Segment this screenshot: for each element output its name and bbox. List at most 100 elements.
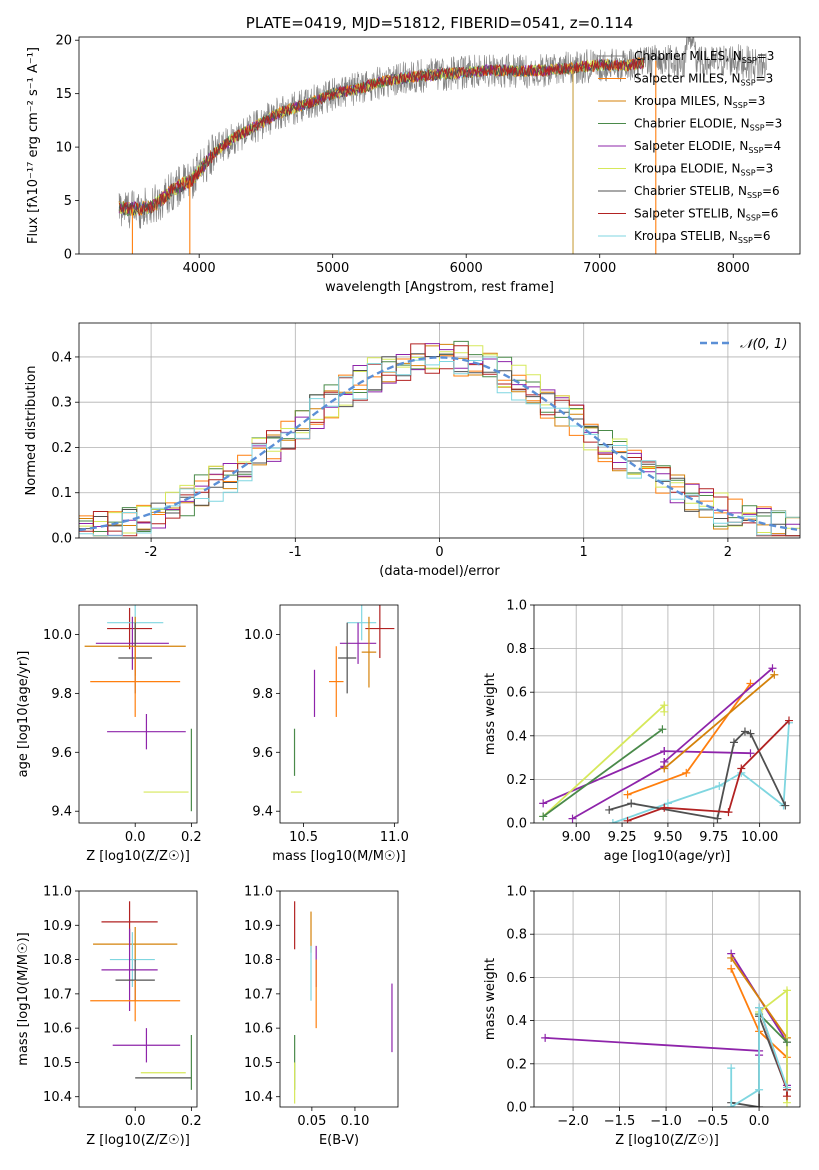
- weight-point-marker: [568, 814, 577, 823]
- legend-label: Kroupa MILES, NSSP=3: [634, 94, 765, 110]
- x-axis-label: Z [log10(Z/Z☉)]: [615, 1133, 719, 1148]
- x-tick-label: 2: [724, 545, 732, 560]
- legend-label: Kroupa ELODIE, NSSP=3: [634, 162, 773, 178]
- normal-reference-curve: [79, 356, 798, 532]
- x-tick-label: 10.00: [741, 830, 778, 845]
- histogram-series-8: [79, 356, 800, 537]
- x-tick-label: −0.5: [697, 1114, 729, 1129]
- weight-point-marker: [660, 707, 669, 716]
- weight-point-marker: [784, 716, 793, 725]
- y-tick-label: 11.0: [244, 885, 273, 900]
- weight-point-marker: [541, 1033, 550, 1042]
- histogram-series-5: [79, 345, 800, 537]
- x-axis-label: (data-model)/error: [379, 564, 500, 579]
- plot-area: [534, 891, 800, 1107]
- chart-panel-massweight-vs-age: 9.00 9.25 9.50 9.75 10.00 0.0 0.2 0.4 0.6 0.8 1.0 a…: [483, 599, 801, 864]
- spectrum-series-7: [119, 57, 645, 216]
- plot-area: [79, 323, 800, 538]
- axes-frame: [533, 890, 801, 1108]
- axes-frame: [78, 36, 801, 255]
- weight-point-marker: [727, 964, 736, 973]
- x-tick-label: 0.2: [181, 1114, 202, 1129]
- y-tick-label: 10: [55, 141, 72, 156]
- weight-series-line: [730, 957, 788, 1039]
- weight-point-marker: [658, 725, 667, 734]
- x-tick-label: 0.10: [340, 1114, 369, 1129]
- y-axis-label: Normed distribution: [24, 366, 39, 496]
- y-tick-label: 10.9: [244, 919, 273, 934]
- y-tick-label: 0.2: [506, 1057, 527, 1072]
- y-tick-label: 0.8: [506, 928, 527, 943]
- x-tick-label: 9.75: [699, 830, 728, 845]
- histogram-series-7: [79, 343, 800, 537]
- legend-label: Chabrier STELIB, NSSP=6: [634, 184, 780, 200]
- weight-point-marker: [724, 808, 733, 817]
- chart-panel-age-vs-mass: 10.5 11.0 9.4 9.6 9.8 10.0 mass [log10(M/M☉)]: [244, 604, 409, 864]
- y-axis-label: Flux [fλ10⁻¹⁷ erg cm⁻² s⁻¹ A⁻¹]: [26, 47, 41, 244]
- weight-series-line: [545, 1037, 760, 1056]
- axes-frame: [78, 604, 198, 824]
- y-tick-label: 11.0: [43, 885, 72, 900]
- legend-label: Chabrier ELODIE, NSSP=3: [634, 117, 782, 133]
- y-tick-label: 10.8: [244, 953, 273, 968]
- y-tick-label: 10.6: [244, 1022, 273, 1037]
- y-tick-label: 15: [55, 87, 72, 102]
- y-tick-label: 10.6: [43, 1022, 72, 1037]
- x-axis-label: Z [log10(Z/Z☉)]: [86, 1133, 190, 1148]
- x-tick-label: 1: [580, 545, 588, 560]
- y-tick-label: 1.0: [506, 599, 527, 614]
- legend-label: 𝒩(0, 1): [740, 337, 787, 352]
- chart-panel-age-vs-z: 0.0 0.2 9.4 9.6 9.8 10.0 Z [log10(Z/Z☉)] age [l…: [16, 604, 202, 864]
- plot-area: [290, 605, 395, 793]
- plot-area: [118, 37, 767, 254]
- y-tick-label: 9.6: [51, 746, 72, 761]
- weight-point-marker: [782, 1083, 791, 1092]
- weight-series-line: [542, 728, 663, 818]
- weight-point-marker: [782, 1092, 791, 1101]
- axes-frame: [78, 890, 198, 1108]
- weight-point-marker: [740, 727, 749, 736]
- y-tick-label: 0.6: [506, 686, 527, 701]
- x-axis-label: age [log10(age/yr)]: [604, 849, 731, 864]
- y-tick-label: 9.6: [252, 746, 273, 761]
- x-tick-label: 0.05: [297, 1114, 326, 1129]
- x-axis-label: E(B-V): [319, 1133, 359, 1148]
- x-tick-label: −2.0: [557, 1114, 589, 1129]
- weight-series-line: [542, 750, 751, 805]
- y-axis-label: age [log10(age/yr)]: [16, 651, 31, 778]
- weight-point-marker: [727, 1064, 736, 1073]
- x-tick-label: 4000: [183, 261, 216, 276]
- x-tick-label: 10.5: [289, 830, 318, 845]
- weight-point-marker: [727, 1103, 736, 1107]
- chart-panel-mass-vs-ebv: 0.05 0.10 10.4 10.5 10.6 10.7 10.8 10.9 11.0 E(B-…: [244, 885, 399, 1148]
- legend-label: Salpeter MILES, NSSP=3: [634, 72, 773, 88]
- legend-label: Chabrier MILES, NSSP=3: [634, 49, 774, 65]
- axes-frame: [279, 890, 399, 1108]
- y-tick-label: 0.2: [506, 773, 527, 788]
- weight-point-marker: [770, 670, 779, 679]
- plot-area: [294, 901, 393, 1104]
- legend-label: Salpeter ELODIE, NSSP=4: [634, 139, 781, 155]
- x-axis-label: wavelength [Angstrom, rest frame]: [325, 280, 554, 295]
- axes-frame: [78, 322, 801, 539]
- weight-point-marker: [755, 1103, 764, 1107]
- axes-frame: [279, 604, 399, 824]
- x-tick-label: 0.0: [125, 830, 146, 845]
- plot-area: [84, 605, 192, 812]
- weight-point-marker: [737, 764, 746, 773]
- weight-series-line: [612, 722, 790, 823]
- weight-point-marker: [623, 816, 632, 823]
- x-tick-label: -1: [289, 545, 302, 560]
- weight-point-marker: [782, 1038, 791, 1047]
- y-axis-label: mass weight: [483, 958, 498, 1040]
- weight-point-marker: [660, 803, 669, 812]
- y-tick-label: 0: [64, 248, 72, 263]
- y-tick-label: 10.5: [43, 1056, 72, 1071]
- x-tick-label: 9.50: [653, 830, 682, 845]
- y-tick-label: 0.4: [51, 350, 72, 365]
- y-tick-label: 0.0: [506, 817, 527, 832]
- x-tick-label: -2: [145, 545, 158, 560]
- y-tick-label: 0.0: [506, 1101, 527, 1116]
- x-tick-label: −1.0: [650, 1114, 682, 1129]
